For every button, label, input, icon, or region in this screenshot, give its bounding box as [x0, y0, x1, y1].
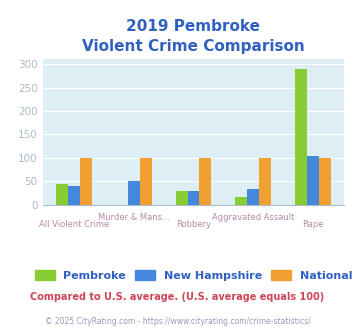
Bar [235, 197, 247, 205]
Bar [200, 158, 211, 205]
Bar [68, 186, 80, 205]
Text: © 2025 CityRating.com - https://www.cityrating.com/crime-statistics/: © 2025 CityRating.com - https://www.city… [45, 317, 310, 326]
Text: Murder & Mans...: Murder & Mans... [98, 213, 170, 222]
Bar [295, 69, 307, 205]
Text: All Violent Crime: All Violent Crime [39, 220, 109, 229]
Text: Rape: Rape [302, 220, 323, 229]
Bar [187, 190, 200, 205]
Bar [128, 181, 140, 205]
Bar [56, 184, 68, 205]
Legend: Pembroke, New Hampshire, National: Pembroke, New Hampshire, National [30, 265, 355, 285]
Bar [140, 158, 152, 205]
Title: 2019 Pembroke
Violent Crime Comparison: 2019 Pembroke Violent Crime Comparison [82, 19, 305, 54]
Bar [247, 189, 259, 205]
Bar [80, 158, 92, 205]
Bar [176, 190, 187, 205]
Bar [307, 156, 319, 205]
Text: Compared to U.S. average. (U.S. average equals 100): Compared to U.S. average. (U.S. average … [31, 292, 324, 302]
Text: Aggravated Assault: Aggravated Assault [212, 213, 294, 222]
Bar [259, 158, 271, 205]
Text: Robbery: Robbery [176, 220, 211, 229]
Bar [319, 158, 331, 205]
